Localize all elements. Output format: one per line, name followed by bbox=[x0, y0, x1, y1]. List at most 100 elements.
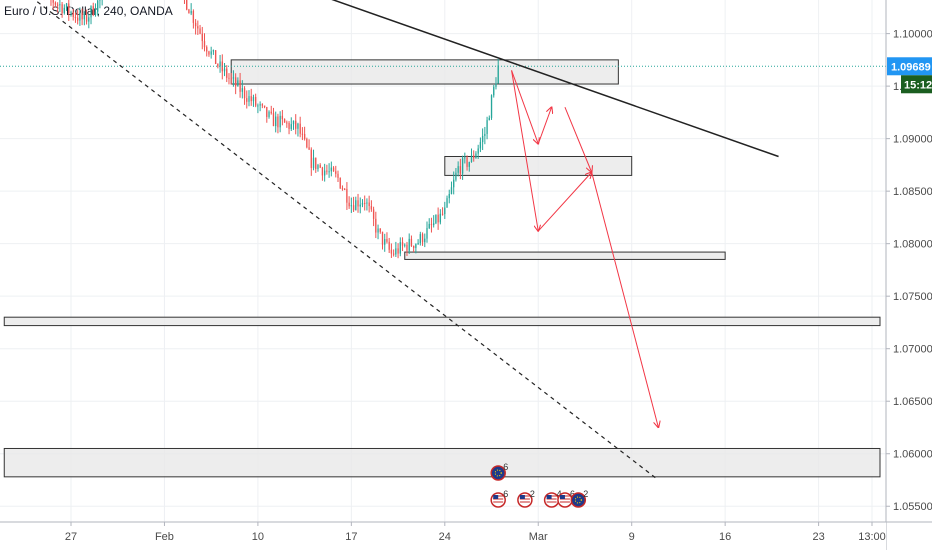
candle-body bbox=[323, 170, 326, 176]
candle-body bbox=[346, 189, 348, 203]
forecast-arrow[interactable] bbox=[564, 106, 592, 172]
price-tick-label: 1.09000 bbox=[893, 134, 932, 146]
economic-events[interactable]: 66 2 4 6 2 bbox=[490, 462, 588, 508]
flag-eu-icon[interactable]: 2 bbox=[570, 489, 588, 508]
candle-body bbox=[366, 202, 368, 204]
forecast-arrow[interactable] bbox=[591, 172, 659, 427]
candle-body bbox=[419, 234, 421, 243]
price-axis[interactable]: 1.100001.095001.090001.085001.080001.075… bbox=[885, 0, 932, 550]
flag-us-icon[interactable]: 2 bbox=[517, 489, 535, 508]
eu-flag-stars bbox=[494, 469, 502, 477]
candle-body bbox=[486, 120, 488, 134]
time-axis[interactable]: 27 Feb 10 17 24 Mar 9 16 23 13:00 bbox=[0, 521, 932, 550]
candle-body bbox=[246, 98, 248, 102]
candle-body bbox=[74, 16, 77, 18]
resistance-trendline[interactable] bbox=[325, 0, 779, 158]
candle-body bbox=[301, 133, 304, 135]
candle-body bbox=[339, 177, 341, 189]
candle-body bbox=[319, 165, 321, 168]
candle-body bbox=[388, 241, 390, 250]
candle-body bbox=[468, 162, 470, 167]
flag-us-icon[interactable]: 6 bbox=[490, 489, 508, 508]
forecast-arrow[interactable] bbox=[537, 172, 591, 232]
time-tick-label: 24 bbox=[439, 531, 451, 543]
candle-body bbox=[390, 249, 393, 254]
event-count: 4 bbox=[557, 489, 562, 499]
candle-body bbox=[259, 104, 261, 106]
us-flag-canton bbox=[519, 495, 525, 499]
last-price-tag bbox=[887, 57, 932, 76]
candle-body bbox=[470, 155, 473, 163]
candle-body bbox=[186, 0, 188, 10]
candle-body bbox=[417, 242, 419, 245]
candle-body bbox=[337, 173, 339, 178]
forecast-arrows bbox=[511, 70, 659, 427]
candle-body bbox=[52, 0, 54, 3]
candle-body bbox=[461, 158, 464, 174]
candle-body bbox=[72, 12, 74, 17]
candle-body bbox=[466, 157, 468, 167]
forecast-arrow[interactable] bbox=[537, 107, 551, 145]
candle-body bbox=[355, 200, 357, 211]
last-price-value: 1.09689 bbox=[891, 61, 931, 73]
candle-body bbox=[228, 77, 230, 79]
candle-body bbox=[379, 228, 381, 232]
candle-body bbox=[395, 248, 397, 255]
flag-us-icon[interactable]: 4 bbox=[543, 489, 562, 508]
price-tick-label: 1.06000 bbox=[893, 449, 932, 461]
candle-body bbox=[243, 88, 246, 99]
candle-body bbox=[266, 107, 268, 117]
candle-body bbox=[424, 238, 426, 243]
candle-body bbox=[303, 133, 306, 139]
candle-body bbox=[297, 123, 299, 129]
forecast-arrow[interactable] bbox=[511, 70, 539, 144]
eu-flag-circle bbox=[570, 492, 587, 508]
candle-body bbox=[250, 96, 252, 102]
candle-body bbox=[286, 122, 288, 124]
candle-body bbox=[359, 204, 361, 207]
time-tick-label: 23 bbox=[812, 531, 824, 543]
price-tick-label: 1.06500 bbox=[893, 396, 932, 408]
candle-body bbox=[364, 202, 366, 204]
candle-body bbox=[232, 77, 235, 79]
time-tick-label: 17 bbox=[345, 531, 357, 543]
candle-body bbox=[88, 17, 90, 22]
candle-body bbox=[381, 231, 384, 245]
candle-body bbox=[201, 33, 203, 42]
candle-body bbox=[392, 253, 395, 255]
candle-body bbox=[79, 12, 81, 21]
candle-body bbox=[295, 120, 297, 129]
candle-body bbox=[56, 4, 59, 6]
candle-body bbox=[335, 171, 337, 174]
time-tick-label: 16 bbox=[719, 531, 731, 543]
price-tick-label: 1.10000 bbox=[893, 29, 932, 41]
candle-body bbox=[188, 9, 190, 14]
candle-body bbox=[230, 78, 232, 80]
candle-body bbox=[190, 11, 192, 14]
candle-body bbox=[283, 119, 286, 123]
candle-body bbox=[357, 200, 359, 207]
candle-body bbox=[255, 96, 257, 106]
dashed-trendline[interactable] bbox=[31, 0, 659, 481]
price-zone bbox=[404, 251, 726, 260]
candle-body bbox=[210, 51, 212, 55]
candle-body bbox=[90, 6, 92, 18]
candle-body bbox=[241, 88, 243, 92]
candle-body bbox=[208, 51, 210, 55]
time-tick-label: 13:00 bbox=[858, 531, 886, 543]
candle-body bbox=[415, 244, 417, 249]
candle-body bbox=[279, 115, 281, 128]
forecast-arrow[interactable] bbox=[511, 70, 539, 231]
candle-body bbox=[306, 138, 308, 148]
candle-body bbox=[312, 157, 315, 168]
candle-body bbox=[81, 12, 83, 20]
candle-body bbox=[488, 117, 490, 121]
candle-body bbox=[459, 166, 462, 174]
us-flag-canton bbox=[546, 495, 552, 499]
flag-eu-icon[interactable]: 6 bbox=[490, 462, 508, 481]
candle-body bbox=[479, 142, 482, 149]
candle-body bbox=[92, 6, 94, 15]
candle-body bbox=[375, 218, 377, 233]
candle-body bbox=[61, 4, 63, 14]
